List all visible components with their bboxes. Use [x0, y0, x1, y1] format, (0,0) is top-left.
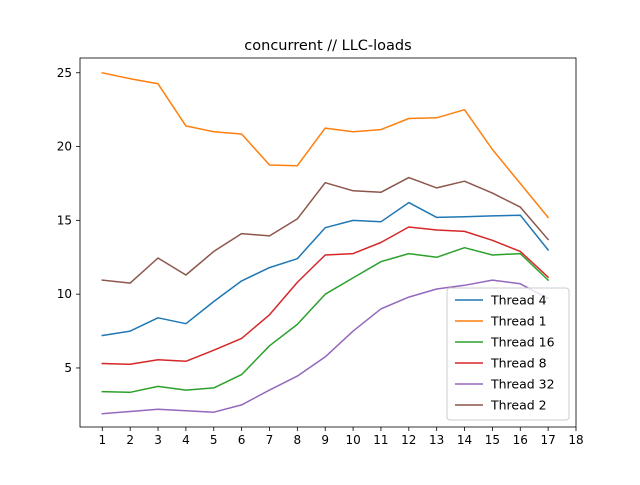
- x-tick-label: 8: [294, 433, 302, 447]
- x-tick-label: 17: [540, 433, 555, 447]
- axes-frame: [79, 57, 577, 428]
- y-tick-label: 5: [64, 361, 72, 375]
- series-line-thread-4: [101, 201, 550, 337]
- legend-label: Thread 2: [490, 398, 547, 413]
- y-tick-label: 15: [57, 213, 72, 227]
- legend-label: Thread 1: [490, 314, 547, 329]
- series-line-thread-16: [101, 246, 550, 394]
- y-tick-label: 10: [57, 287, 72, 301]
- x-tick-label: 9: [321, 433, 329, 447]
- x-tick-label: 16: [513, 433, 528, 447]
- x-tick-label: 5: [210, 433, 218, 447]
- legend-label: Thread 8: [490, 356, 547, 371]
- series-line-thread-2: [101, 176, 550, 284]
- x-tick-label: 10: [345, 433, 360, 447]
- series-line-thread-32: [101, 279, 550, 415]
- legend-label: Thread 16: [490, 335, 555, 350]
- x-tick-label: 14: [457, 433, 472, 447]
- x-tick-label: 6: [238, 433, 246, 447]
- y-tick-label: 25: [57, 66, 72, 80]
- x-tick-label: 15: [485, 433, 500, 447]
- x-tick-label: 11: [373, 433, 388, 447]
- plot-area: 1 2 3 4 5 6 7 8 9 10 11 12 13 14 15 16 17 18510152025Thre…: [57, 57, 584, 447]
- legend-label: Thread 4: [490, 293, 547, 308]
- x-tick-label: 4: [182, 433, 190, 447]
- x-tick-label: 3: [154, 433, 162, 447]
- x-tick-label: 2: [126, 433, 134, 447]
- series-line-thread-8: [101, 226, 550, 366]
- x-tick-label: 12: [401, 433, 416, 447]
- chart-title: concurrent // LLC-loads: [244, 38, 411, 54]
- legend-label: Thread 32: [490, 377, 555, 392]
- x-tick-label: 13: [429, 433, 444, 447]
- series-line-thread-1: [101, 71, 550, 219]
- y-tick-label: 20: [57, 140, 72, 154]
- x-tick-label: 1: [98, 433, 106, 447]
- x-tick-label: 18: [568, 433, 583, 447]
- x-tick-label: 7: [266, 433, 274, 447]
